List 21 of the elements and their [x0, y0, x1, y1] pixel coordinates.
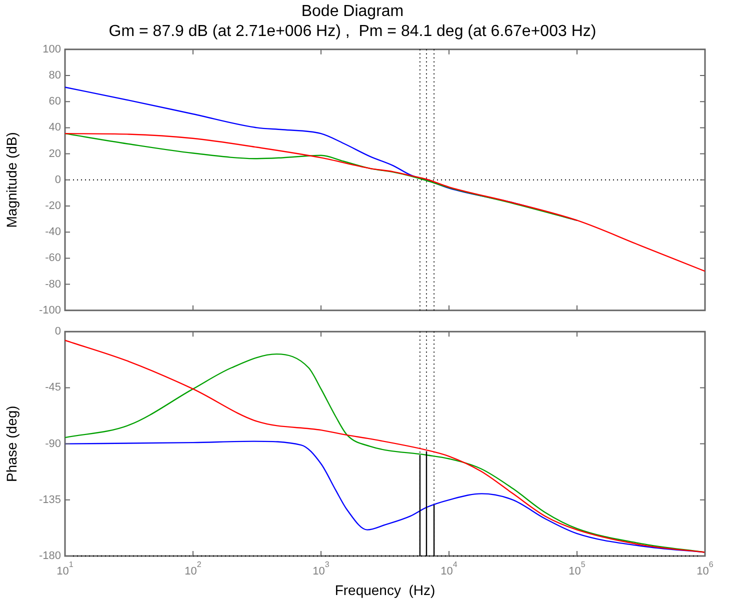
- y-tick-label: 80: [48, 70, 61, 82]
- y-tick-label: -100: [38, 304, 61, 316]
- y-axis-title: Magnitude (dB): [3, 132, 20, 228]
- y-tick-label: 0: [54, 174, 61, 186]
- y-tick-label: -20: [45, 200, 61, 212]
- chart-subtitle: Gm = 87.9 dB (at 2.71e+006 Hz) , Pm = 84.1 deg (at 6.67e+003 Hz): [108, 23, 596, 40]
- y-tick-label: -90: [45, 438, 61, 450]
- x-axis-title: Frequency (Hz): [334, 582, 436, 598]
- y-axis-title: Phase (deg): [3, 406, 20, 482]
- y-tick-label: -135: [38, 494, 61, 506]
- chart-title: Bode Diagram: [301, 3, 404, 20]
- y-tick-label: 20: [48, 148, 61, 160]
- y-tick-label: 100: [42, 43, 61, 56]
- y-tick-label: 40: [48, 122, 61, 134]
- y-tick-label: -40: [45, 226, 61, 238]
- y-tick-label: -45: [45, 382, 61, 394]
- y-tick-label: 60: [48, 96, 61, 108]
- y-tick-label: -80: [45, 278, 61, 290]
- y-tick-label: -60: [45, 252, 61, 264]
- y-tick-label: -180: [38, 550, 61, 562]
- y-tick-label: 0: [54, 326, 61, 338]
